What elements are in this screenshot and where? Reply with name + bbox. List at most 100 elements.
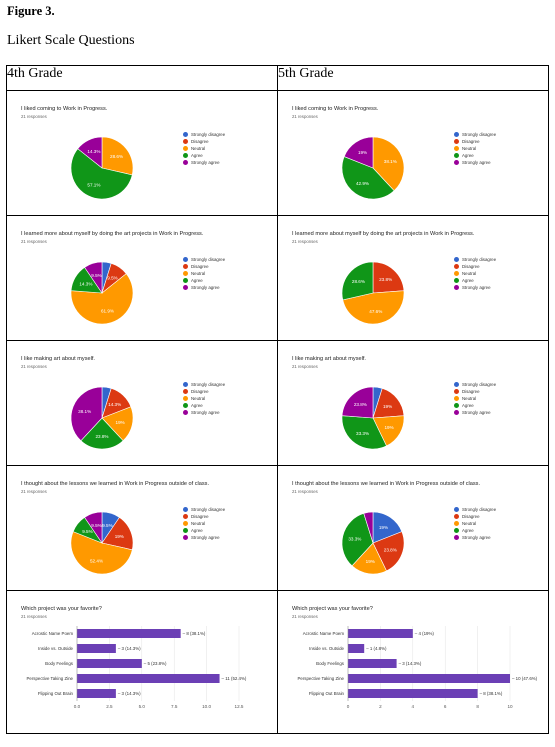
legend-swatch <box>183 264 188 269</box>
legend-item: Strongly disagree <box>454 381 496 388</box>
legend-swatch <box>454 285 459 290</box>
legend-item: Agree <box>454 402 496 409</box>
chart-title: I liked coming to Work in Progress. <box>21 106 108 112</box>
legend-swatch <box>183 153 188 158</box>
pie-slice-label: 28.6% <box>352 279 365 284</box>
legend-label: Disagree <box>462 514 480 519</box>
chart-title: I learned more about myself by doing the… <box>292 231 475 237</box>
legend-item: Strongly agree <box>454 284 496 291</box>
legend: Strongly disagree Disagree Neutral Agree Str… <box>454 506 496 541</box>
figure-title: Figure 3. <box>7 4 55 18</box>
legend-swatch <box>183 278 188 283</box>
figure-table: 4th Grade 5th Grade I liked coming to Wo… <box>6 65 549 734</box>
legend-item: Strongly disagree <box>183 256 225 263</box>
chart-cell: I liked coming to Work in Progress. 21 re… <box>278 91 548 215</box>
pie-slice-label: 52.4% <box>90 558 103 563</box>
legend-item: Disagree <box>454 263 496 270</box>
pie-slice-label: 19% <box>366 559 375 564</box>
legend-label: Neutral <box>462 146 477 151</box>
pie-slice-label: 19% <box>358 150 367 155</box>
pie-slice-label: 38.1% <box>384 159 397 164</box>
legend-item: Disagree <box>183 513 225 520</box>
x-tick-label: 2 <box>379 704 382 709</box>
legend-item: Disagree <box>183 138 225 145</box>
pie-chart: 9.5%19%52.4%9.5%9.5% <box>70 511 134 575</box>
chart-title: I liked coming to Work in Progress. <box>292 106 379 112</box>
bar-data-label: – 3 (14.3%) <box>118 691 141 696</box>
legend-swatch <box>183 514 188 519</box>
legend-item: Agree <box>454 152 496 159</box>
chart-cell: Which project was your favorite? 21 respo… <box>7 591 277 733</box>
category-label: Perspective Taking Zine <box>26 676 73 681</box>
legend-swatch <box>183 257 188 262</box>
legend-label: Strongly disagree <box>191 132 226 137</box>
chart-title: I thought about the lessons we learned i… <box>292 481 481 487</box>
legend-label: Disagree <box>462 389 480 394</box>
bar-data-label: – 8 (38.1%) <box>183 631 206 636</box>
legend-swatch <box>183 410 188 415</box>
pie-slice-label: 19% <box>379 525 388 530</box>
legend-label: Strongly disagree <box>462 132 497 137</box>
x-tick-label: 0.0 <box>74 704 81 709</box>
legend-swatch <box>454 389 459 394</box>
chart-title: I learned more about myself by doing the… <box>21 231 204 237</box>
category-label: Flipping Out Brain <box>38 691 74 696</box>
pie-slice-label: 61.9% <box>101 308 114 313</box>
bar <box>77 689 116 698</box>
legend-label: Strongly agree <box>191 410 220 415</box>
column-header-4th-grade: 4th Grade <box>6 65 278 91</box>
category-label: Acrostic Name Poem <box>303 631 345 636</box>
legend-label: Agree <box>191 153 203 158</box>
bar <box>348 659 397 668</box>
legend-label: Disagree <box>191 514 209 519</box>
legend-label: Neutral <box>462 396 477 401</box>
pie-slice-label: 42.9% <box>356 181 369 186</box>
legend-item: Strongly agree <box>183 159 225 166</box>
pie-slice <box>84 511 103 544</box>
legend-item: Neutral <box>454 395 496 402</box>
pie-slice-label: 19% <box>115 534 124 539</box>
chart-cell: I thought about the lessons we learned i… <box>278 466 548 590</box>
x-tick-label: 8 <box>476 704 479 709</box>
pie-slice <box>77 136 103 169</box>
chart-cell: Which project was your favorite? 21 respo… <box>278 591 548 733</box>
pie-slice-label: 38.1% <box>78 409 91 414</box>
legend-label: Neutral <box>191 521 206 526</box>
legend-label: Disagree <box>191 139 209 144</box>
pie-slice <box>101 136 134 176</box>
category-label: Flipping Out Brain <box>309 691 345 696</box>
legend-swatch <box>183 521 188 526</box>
legend-item: Neutral <box>183 145 225 152</box>
pie-slice-label: 14.3% <box>87 149 100 154</box>
bar <box>77 644 116 653</box>
legend: Strongly disagree Disagree Neutral Agree Str… <box>183 131 225 166</box>
legend-item: Neutral <box>454 520 496 527</box>
legend-swatch <box>454 271 459 276</box>
chart-cell: I learned more about myself by doing the… <box>278 216 548 340</box>
pie-slice <box>70 386 103 442</box>
legend-item: Agree <box>183 527 225 534</box>
legend-item: Strongly disagree <box>183 506 225 513</box>
legend-swatch <box>454 257 459 262</box>
pie-slice-label: 9.5% <box>107 275 117 280</box>
legend-swatch <box>454 278 459 283</box>
x-tick-label: 4 <box>412 704 415 709</box>
legend-item: Disagree <box>454 388 496 395</box>
legend-swatch <box>454 403 459 408</box>
legend-swatch <box>454 507 459 512</box>
category-label: Body Feelings <box>45 661 74 666</box>
pie-slice-label: 33.3% <box>356 431 369 436</box>
legend-swatch <box>454 514 459 519</box>
legend-label: Strongly agree <box>462 410 491 415</box>
bar <box>77 659 142 668</box>
pie-slice <box>372 261 405 294</box>
bar-data-label: – 8 (38.1%) <box>480 691 503 696</box>
pie-slice <box>343 136 374 169</box>
pie-slice-label: 9.5% <box>102 523 112 528</box>
pie-chart: 9.5% 61.9% 14.3% 9.5% <box>70 261 134 325</box>
legend-item: Agree <box>183 152 225 159</box>
legend-swatch <box>183 396 188 401</box>
legend-item: Agree <box>183 277 225 284</box>
bar <box>348 674 510 683</box>
chart-title: I thought about the lessons we learned i… <box>21 481 210 487</box>
